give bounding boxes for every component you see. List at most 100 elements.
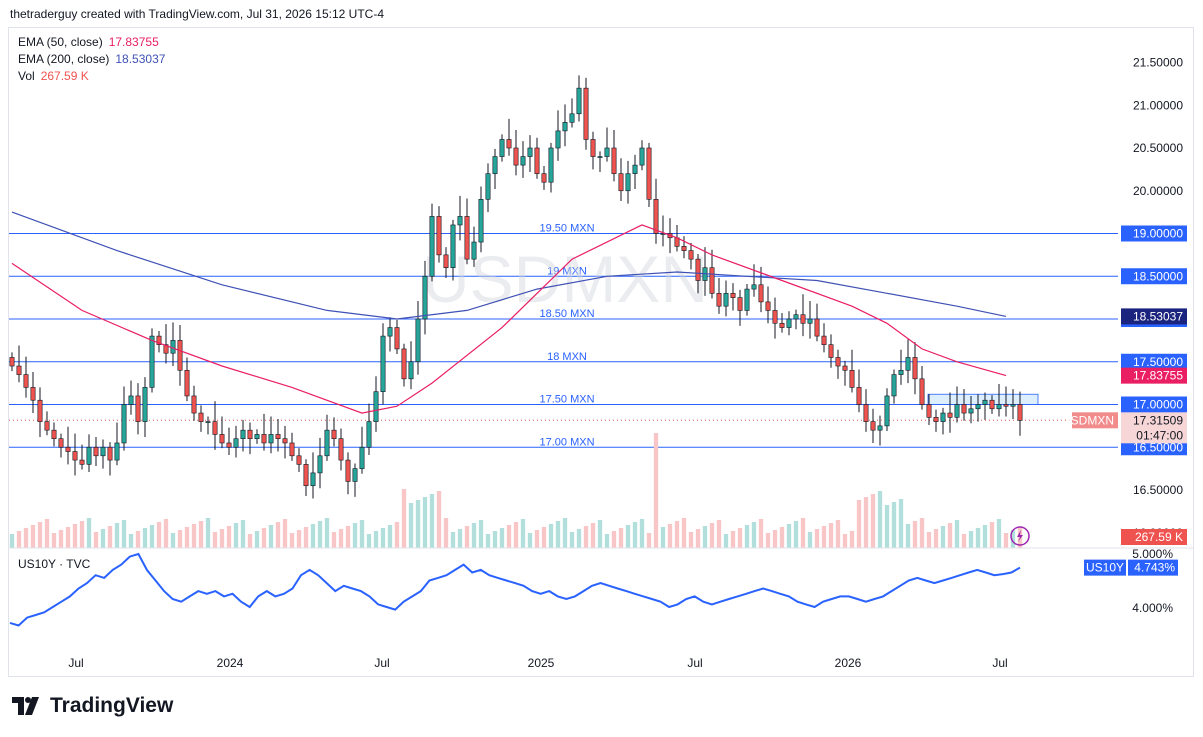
candle[interactable] (283, 426, 287, 458)
candle[interactable] (339, 428, 343, 470)
candle[interactable] (647, 143, 651, 207)
candle[interactable] (318, 438, 322, 488)
candle[interactable] (780, 313, 784, 333)
candle[interactable] (745, 284, 749, 316)
candle[interactable] (612, 130, 616, 181)
candle[interactable] (122, 387, 126, 451)
candle[interactable] (598, 151, 602, 172)
candle[interactable] (724, 281, 728, 317)
candle[interactable] (101, 440, 105, 469)
candle[interactable] (52, 422, 56, 446)
candle[interactable] (17, 346, 21, 383)
candle[interactable] (437, 206, 441, 262)
candle[interactable] (45, 411, 49, 435)
candle[interactable] (521, 141, 525, 178)
candle[interactable] (108, 442, 112, 475)
candle[interactable] (73, 434, 77, 476)
candle[interactable] (10, 352, 14, 371)
candle[interactable] (213, 401, 217, 450)
candle[interactable] (297, 448, 301, 472)
candle[interactable] (353, 463, 357, 496)
candle[interactable] (416, 301, 420, 375)
candle[interactable] (500, 134, 504, 161)
candle[interactable] (836, 350, 840, 379)
candle[interactable] (332, 417, 336, 446)
candle[interactable] (640, 140, 644, 170)
candle[interactable] (311, 452, 315, 498)
candle[interactable] (619, 158, 623, 201)
candle[interactable] (801, 294, 805, 336)
candle[interactable] (885, 388, 889, 431)
candle[interactable] (220, 416, 224, 448)
candle[interactable] (486, 163, 490, 212)
candle[interactable] (822, 323, 826, 352)
candle[interactable] (248, 422, 252, 454)
candle[interactable] (178, 325, 182, 386)
candle[interactable] (535, 138, 539, 179)
candle[interactable] (493, 149, 497, 189)
candle[interactable] (234, 426, 238, 458)
candle[interactable] (87, 434, 91, 472)
candle[interactable] (157, 331, 161, 352)
candle[interactable] (136, 383, 140, 434)
candle[interactable] (913, 342, 917, 394)
candle[interactable] (850, 350, 854, 393)
candle[interactable] (899, 350, 903, 385)
candle[interactable] (906, 340, 910, 384)
candle[interactable] (24, 357, 28, 398)
tradingview-logo[interactable]: TradingView (12, 694, 173, 718)
candle[interactable] (514, 130, 518, 175)
candle[interactable] (556, 110, 560, 160)
candle[interactable] (934, 410, 938, 432)
candle[interactable] (185, 357, 189, 401)
candle[interactable] (766, 287, 770, 324)
candle[interactable] (871, 409, 875, 443)
candle[interactable] (549, 143, 553, 193)
candle[interactable] (395, 320, 399, 354)
candle[interactable] (577, 75, 581, 121)
candle[interactable] (570, 98, 574, 127)
candle[interactable] (773, 298, 777, 339)
candle[interactable] (654, 179, 658, 244)
candle[interactable] (402, 344, 406, 387)
candle[interactable] (633, 155, 637, 189)
candle[interactable] (507, 119, 511, 156)
candle[interactable] (591, 132, 595, 170)
candle[interactable] (955, 387, 959, 423)
candle[interactable] (920, 366, 924, 410)
candle[interactable] (262, 414, 266, 451)
candle[interactable] (731, 283, 735, 310)
candle[interactable] (815, 304, 819, 342)
candle[interactable] (115, 422, 119, 465)
candle[interactable] (941, 408, 945, 435)
candle[interactable] (192, 386, 196, 421)
candle[interactable] (290, 433, 294, 461)
candle[interactable] (206, 416, 210, 434)
candle[interactable] (738, 290, 742, 326)
candle[interactable] (80, 445, 84, 470)
candle[interactable] (129, 381, 133, 415)
candle[interactable] (528, 135, 532, 172)
candle[interactable] (605, 127, 609, 161)
candle[interactable] (66, 427, 70, 465)
candle[interactable] (171, 322, 175, 366)
candle[interactable] (227, 428, 231, 455)
candle[interactable] (346, 452, 350, 494)
candle[interactable] (360, 427, 364, 474)
candle[interactable] (143, 377, 147, 437)
candle[interactable] (381, 323, 385, 404)
candle[interactable] (388, 317, 392, 351)
candle[interactable] (787, 311, 791, 335)
candle[interactable] (374, 376, 378, 432)
candle[interactable] (843, 361, 847, 386)
candle[interactable] (857, 369, 861, 412)
candle[interactable] (59, 434, 63, 458)
candle[interactable] (717, 278, 721, 314)
candle[interactable] (276, 419, 280, 451)
candle[interactable] (542, 166, 546, 190)
candle[interactable] (430, 204, 434, 282)
candle[interactable] (94, 437, 98, 466)
candle[interactable] (864, 389, 868, 432)
candle[interactable] (808, 301, 812, 339)
